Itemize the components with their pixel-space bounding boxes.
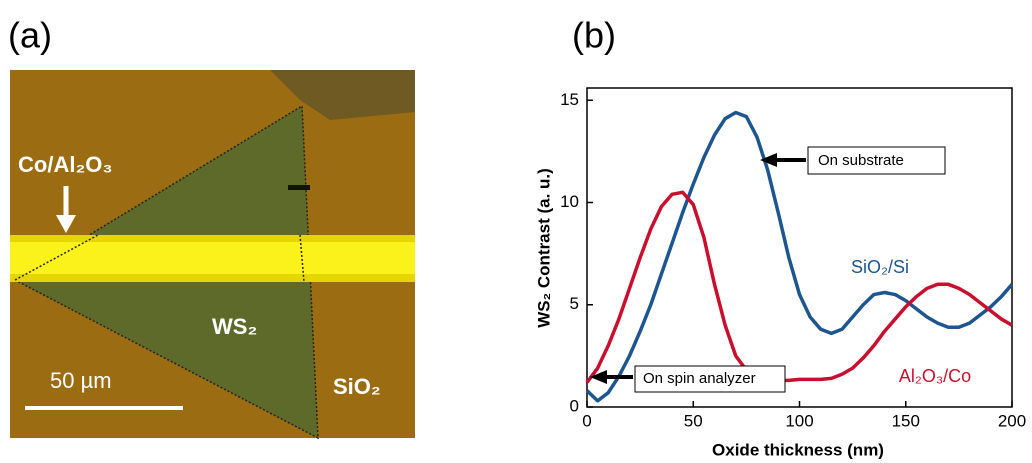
micrograph: Co/Al₂O₃ WS₂ SiO₂ 50 µm [10,70,415,440]
y-tick-label: 15 [560,90,579,109]
series-label: Al₂O₃/Co [899,366,971,386]
substrate-label: SiO₂ [333,374,381,399]
y-axis-label: WS₂ Contrast (a. u.) [534,168,553,328]
x-axis-label: Oxide thickness (nm) [712,440,884,459]
electrode-label: Co/Al₂O₃ [18,152,113,177]
series-line [585,190,1013,384]
annotation: On substrate [818,152,904,169]
y-tick-label: 10 [560,192,579,211]
y-tick-label: 5 [570,294,579,313]
x-tick-label: 100 [785,411,813,430]
flake-label: WS₂ [212,314,257,339]
marker [288,185,310,190]
annotation-arrow-head [590,370,607,384]
panel-label: (b) [572,15,616,56]
x-tick-label: 0 [582,411,591,430]
scale-label: 50 µm [50,368,112,393]
x-tick-label: 200 [998,411,1026,430]
x-tick-label: 150 [892,411,920,430]
panel-label: (a) [8,15,52,56]
y-tick-label: 0 [570,396,579,415]
x-tick-label: 50 [684,411,703,430]
electrode-core [10,242,415,274]
annotation-arrow-head [760,153,777,167]
annotation-box [807,146,946,175]
annotation: On spin analyzer [643,370,756,387]
plot-frame [586,87,1013,408]
annotation-box [634,365,786,393]
series-label: SiO₂/Si [851,257,909,277]
series-line [585,110,1014,403]
flake-top [270,70,415,120]
arrow-head [56,215,76,233]
